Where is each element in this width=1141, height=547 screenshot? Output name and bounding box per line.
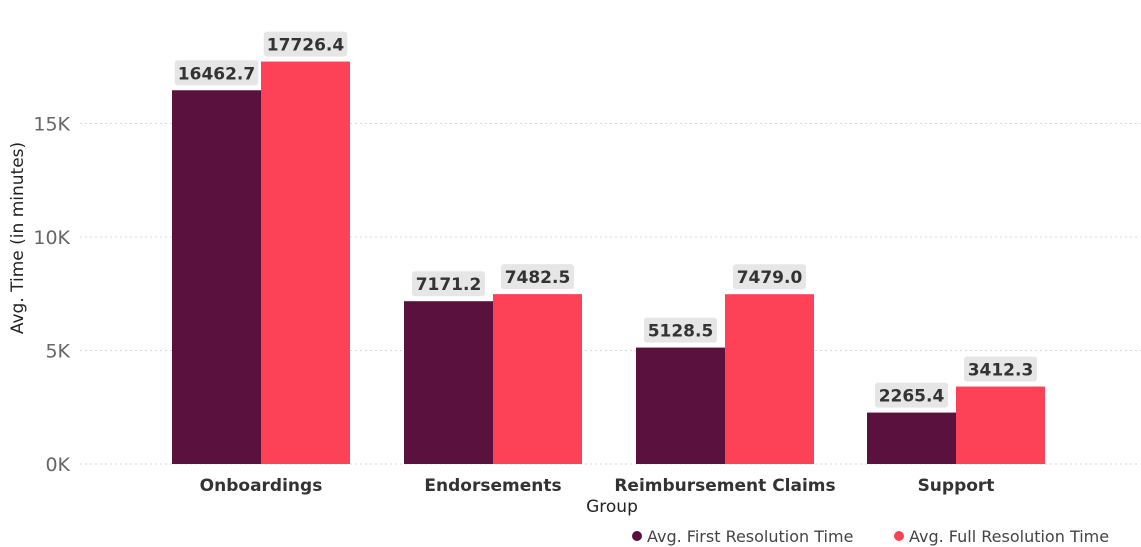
legend-marker [632, 531, 642, 541]
category-label: Support [918, 476, 995, 496]
y-tick-label: 10K [33, 227, 70, 249]
y-axis-title: Avg. Time (in minutes) [8, 142, 28, 334]
bar [493, 294, 582, 464]
data-label: 16462.7 [178, 64, 255, 84]
y-tick-label: 0K [45, 454, 70, 476]
bar [261, 61, 350, 465]
legend-label: Avg. Full Resolution Time [909, 527, 1109, 546]
data-label-background [263, 31, 348, 57]
data-label-background [644, 317, 717, 343]
data-label: 7479.0 [737, 268, 803, 288]
category-label: Reimbursement Claims [614, 476, 835, 496]
data-label-background [875, 382, 948, 408]
data-label: 17726.4 [267, 36, 345, 56]
category-label: Endorsements [424, 476, 561, 496]
data-label-background [412, 271, 485, 297]
data-label: 7171.2 [416, 275, 482, 295]
bar [636, 347, 725, 464]
x-axis-ticks: Onboardings Endorsements Reimbursement Cla… [200, 476, 995, 496]
data-label: 5128.5 [648, 322, 714, 342]
bar [725, 294, 814, 464]
data-label: 3412.3 [968, 361, 1034, 381]
data-label-background [501, 264, 574, 290]
legend-marker [894, 531, 904, 541]
legend-label: Avg. First Resolution Time [647, 527, 853, 546]
y-axis-ticks: 0K 5K 10K 15K [33, 113, 70, 476]
legend: Avg. First Resolution Time Avg. Full Reso… [632, 527, 1109, 546]
bar [404, 301, 493, 464]
y-tick-label: 15K [33, 113, 70, 135]
x-axis-title: Group [586, 497, 638, 517]
data-label-background [174, 60, 259, 86]
data-label-background [733, 264, 806, 290]
bar [172, 90, 261, 465]
category-label: Onboardings [200, 476, 323, 496]
y-tick-label: 5K [45, 340, 70, 362]
bars [172, 61, 1045, 465]
data-label: 7482.5 [505, 268, 571, 288]
bar [867, 412, 956, 464]
data-label: 2265.4 [879, 387, 945, 407]
data-labels: 16462.7 7171.2 5128.5 2265.4 17726.4 7482.5 74… [174, 31, 1037, 408]
data-label-background [964, 356, 1037, 382]
bar [956, 386, 1045, 464]
